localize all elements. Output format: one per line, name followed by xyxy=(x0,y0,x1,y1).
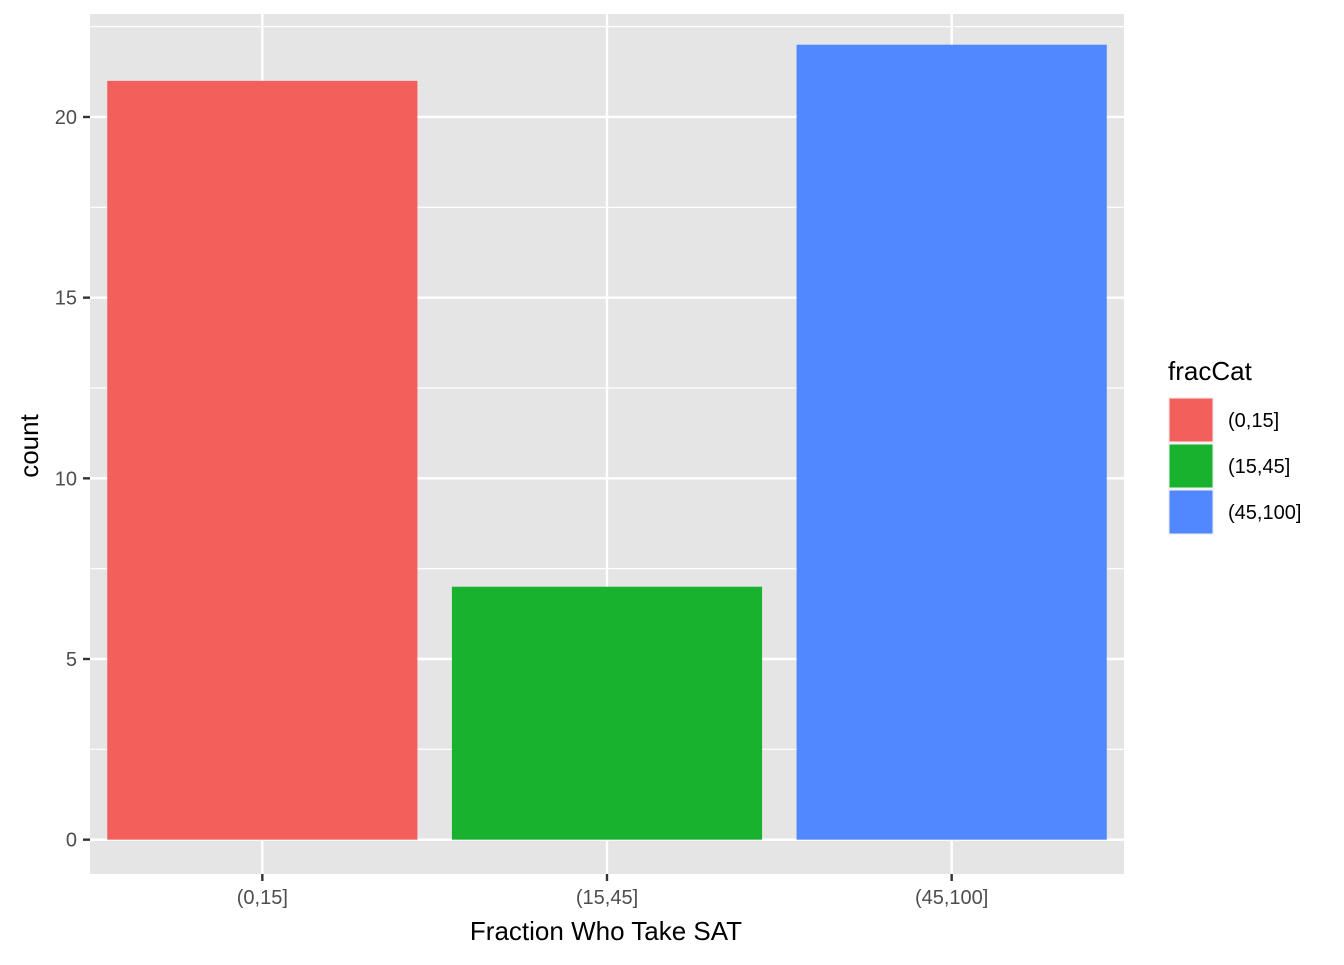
legend-label: (15,45] xyxy=(1228,456,1290,478)
y-axis: 0 5 10 15 20 xyxy=(55,107,90,852)
legend-swatch xyxy=(1169,490,1213,534)
x-tick-label: (45,100] xyxy=(915,887,988,909)
legend-label: (0,15] xyxy=(1228,410,1279,432)
bar xyxy=(451,586,763,840)
legend-title: fracCat xyxy=(1168,356,1253,386)
bar xyxy=(796,44,1107,840)
legend-swatch xyxy=(1169,444,1213,488)
x-tick-label: (15,45] xyxy=(576,887,638,909)
x-tick-label: (0,15] xyxy=(237,887,288,909)
bar xyxy=(107,80,418,840)
x-axis-title: Fraction Who Take SAT xyxy=(470,916,742,946)
y-tick-label: 0 xyxy=(66,830,77,852)
legend-label: (45,100] xyxy=(1228,502,1301,524)
legend-items: (0,15] (15,45] (45,100] xyxy=(1168,397,1301,535)
x-axis: (0,15] (15,45] (45,100] xyxy=(237,874,988,909)
y-tick-label: 5 xyxy=(66,649,77,671)
y-tick-label: 15 xyxy=(55,288,77,310)
y-tick-label: 10 xyxy=(55,468,77,490)
legend: fracCat (0,15] (15,45] (45,100] xyxy=(1168,356,1301,535)
y-axis-title: count xyxy=(14,413,44,477)
bars xyxy=(107,44,1107,840)
y-tick-label: 20 xyxy=(55,107,77,129)
legend-swatch xyxy=(1169,398,1213,442)
